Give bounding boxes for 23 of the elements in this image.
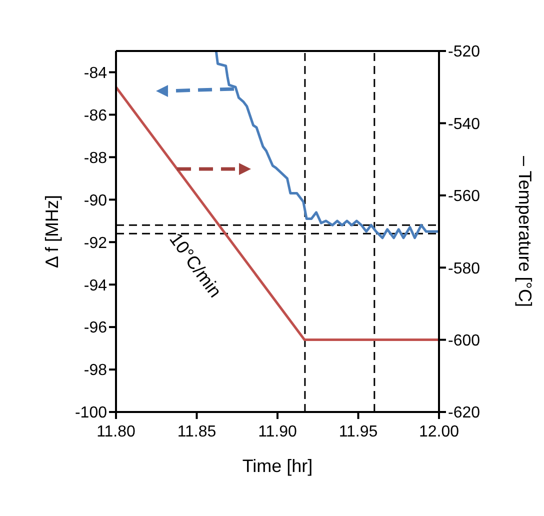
- y-tick-label: -100: [74, 404, 108, 422]
- y-tick-label: -86: [84, 107, 108, 124]
- y-tick-label: -90: [84, 192, 108, 210]
- y2-axis-title: – Temperature [°C]: [515, 156, 535, 307]
- y2-tick-label: -560: [448, 188, 480, 206]
- y-axis-title: Δ f [MHz]: [42, 194, 62, 268]
- y-tick-label: -98: [84, 362, 108, 380]
- x-tick-label: 11.95: [338, 423, 378, 440]
- y2-tick-label: -620: [448, 404, 480, 422]
- y-tick-label: -96: [84, 320, 108, 337]
- x-tick-label: 12.00: [418, 423, 460, 440]
- x-tick-label: 11.90: [258, 423, 298, 440]
- y2-tick-label: -540: [448, 116, 480, 133]
- y2-tick-label: -520: [448, 44, 480, 61]
- x-axis-title: Time [hr]: [242, 456, 313, 476]
- x-tick-label: 11.85: [177, 423, 216, 440]
- y-tick-label: -88: [84, 150, 108, 167]
- y2-tick-label: -580: [448, 260, 480, 278]
- y2-tick-label: -600: [448, 332, 480, 350]
- y-tick-label: -94: [84, 277, 108, 294]
- y-tick-label: -92: [84, 234, 108, 252]
- x-tick-label: 11.80: [96, 423, 136, 440]
- y-tick-label: -84: [84, 64, 108, 82]
